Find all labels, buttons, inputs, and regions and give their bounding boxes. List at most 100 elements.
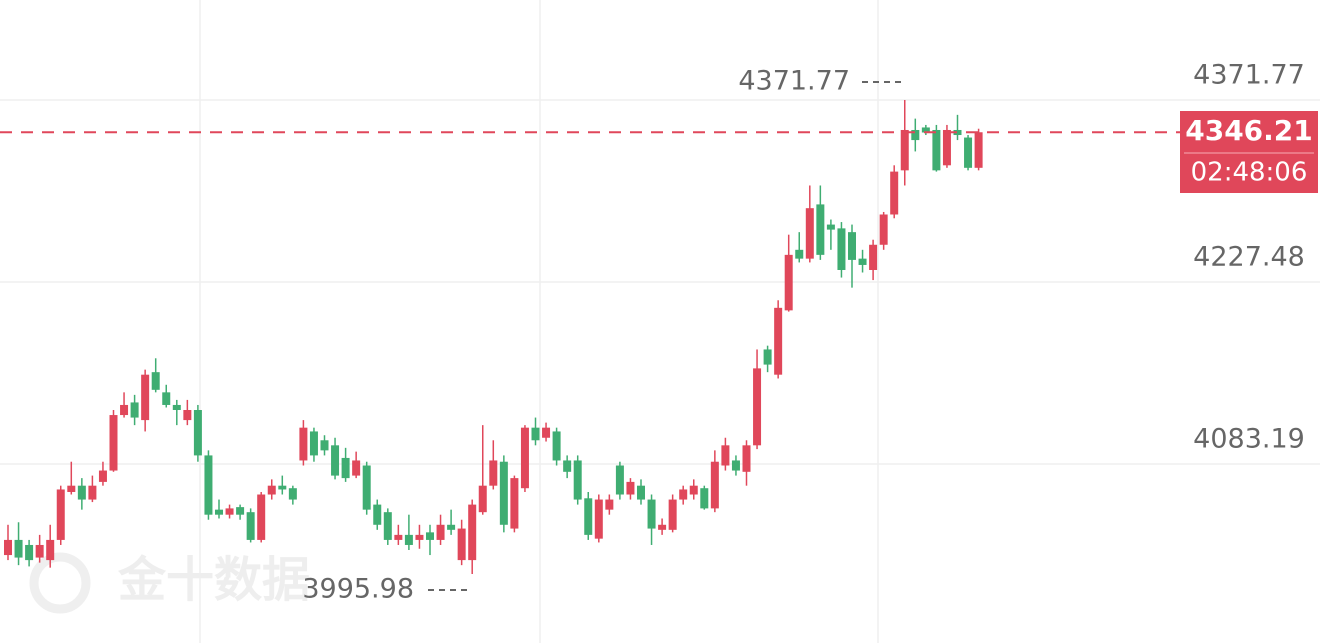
candle-body	[394, 534, 403, 540]
candle-body	[162, 392, 171, 405]
candle-body	[468, 504, 477, 561]
candle-body	[415, 534, 424, 540]
candle-body	[373, 504, 382, 525]
candle-body	[478, 485, 487, 513]
candle-body	[77, 485, 86, 500]
candle-body	[658, 524, 667, 530]
candle-body	[67, 485, 76, 492]
candle-body	[341, 457, 350, 479]
candle-body	[352, 460, 361, 476]
candle-body	[246, 512, 255, 540]
watermark: 金十数据	[29, 552, 310, 614]
candle-body	[14, 539, 23, 558]
candle-body	[615, 465, 624, 495]
candle-body	[594, 499, 603, 539]
candle-body	[88, 485, 97, 500]
candle-body	[120, 404, 129, 416]
candle-body	[816, 204, 825, 255]
candle-body	[141, 374, 150, 421]
vertical-grid	[199, 0, 879, 643]
candle-body	[35, 544, 44, 558]
candle-body	[932, 129, 941, 171]
candle-body	[826, 224, 835, 230]
candle-body	[172, 404, 181, 411]
candle-body	[911, 129, 920, 141]
candle-body	[700, 488, 709, 509]
candle-body	[183, 410, 192, 421]
candle-body	[404, 534, 413, 545]
candle-body	[890, 171, 899, 215]
candle-body	[637, 485, 645, 500]
candle-body	[193, 410, 202, 456]
candle-body	[584, 498, 593, 535]
price-tag: 4346.21 02:48:06	[1180, 111, 1318, 193]
candle-body	[974, 132, 983, 168]
watermark-text: 金十数据	[117, 552, 310, 608]
candle-body	[563, 460, 572, 472]
candle-body	[710, 461, 719, 509]
candle-body	[647, 499, 656, 529]
candle-body	[942, 129, 951, 166]
candle-body	[320, 440, 329, 451]
candle-body	[257, 494, 266, 540]
candle-body	[130, 402, 139, 418]
candle-body	[299, 427, 308, 461]
low-label: 3995.98	[302, 574, 414, 605]
candle-body	[753, 368, 762, 446]
candle-body	[520, 427, 529, 489]
candle-body	[763, 349, 772, 365]
candle-body	[278, 485, 287, 490]
candle-body	[805, 208, 814, 259]
candle-body	[542, 427, 551, 438]
candle-body	[689, 485, 698, 495]
candle-body	[774, 307, 783, 375]
candle-body	[109, 415, 118, 471]
candle-body	[921, 127, 930, 133]
candle-body	[204, 455, 213, 515]
y-tick-label: 4227.48	[1193, 242, 1305, 273]
candle-body	[267, 485, 276, 495]
candle-body	[900, 129, 909, 171]
candle-body	[56, 489, 65, 540]
candle-body	[731, 460, 740, 471]
y-tick-label: 4083.19	[1193, 424, 1305, 455]
low-annotation: 3995.98	[302, 574, 471, 605]
candle-body	[225, 508, 234, 515]
candle-body	[331, 445, 340, 476]
candle-body	[436, 524, 445, 540]
candle-body	[531, 427, 540, 441]
candle-body	[98, 470, 107, 482]
candle-body	[426, 532, 434, 540]
candle-body	[151, 372, 160, 390]
y-tick-label: 4371.77	[1193, 60, 1305, 91]
candle-body	[605, 499, 614, 510]
candle-body	[721, 445, 730, 466]
candles	[4, 100, 983, 575]
candle-body	[848, 232, 856, 260]
candle-body	[869, 244, 878, 270]
candle-body	[879, 214, 888, 245]
candle-body	[447, 524, 456, 530]
candle-body	[626, 481, 635, 495]
candle-body	[25, 544, 34, 561]
candle-body	[953, 129, 962, 136]
candle-body	[795, 249, 804, 259]
candle-body	[362, 465, 371, 510]
candle-body	[4, 539, 12, 556]
candle-body	[573, 460, 582, 500]
candle-body	[457, 528, 466, 561]
high-annotation: 4371.77	[738, 66, 905, 97]
candle-body	[288, 488, 297, 500]
candle-body	[489, 460, 498, 486]
candle-body	[236, 507, 245, 515]
candle-body	[215, 509, 223, 515]
candle-body	[499, 461, 508, 525]
candle-body	[510, 478, 519, 529]
candle-body	[383, 512, 392, 540]
candle-body	[837, 228, 846, 270]
candle-body	[742, 445, 751, 472]
candle-body	[964, 137, 973, 168]
candle-body	[552, 431, 561, 461]
watermark-logo	[29, 552, 91, 614]
